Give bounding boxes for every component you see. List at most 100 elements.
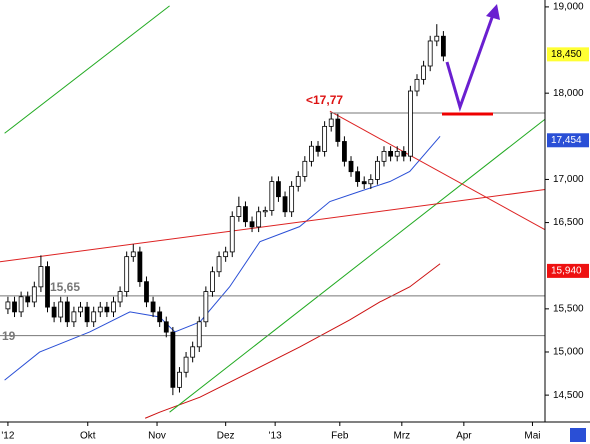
price-label-box <box>547 263 589 278</box>
price-label-box <box>547 47 589 62</box>
candle-body <box>58 301 64 318</box>
candle-body <box>414 78 420 92</box>
x-tick-label: Okt <box>80 431 96 442</box>
candle-body <box>25 296 31 303</box>
y-tick-label: 19,000 <box>553 2 584 13</box>
x-tick-label: Nov <box>148 431 166 442</box>
candle-body <box>111 301 116 313</box>
candle-body <box>269 181 275 211</box>
candle-body <box>150 301 156 313</box>
candle-body <box>335 118 341 142</box>
overlay-line <box>0 189 546 263</box>
candle-body <box>203 291 209 323</box>
candle-body <box>137 251 143 283</box>
candle-body <box>210 271 215 292</box>
x-tick-label: '12 <box>1 431 14 442</box>
overlay-line <box>169 118 546 413</box>
candle-body <box>157 311 163 323</box>
candle-body <box>256 211 262 228</box>
candle-body <box>190 346 196 358</box>
y-tick-label: 16,500 <box>553 217 584 228</box>
candle-body <box>328 118 334 127</box>
candle-body <box>381 151 387 162</box>
x-tick-label: Mai <box>524 431 540 442</box>
candle-body <box>124 256 130 292</box>
annotation: 15,65 <box>50 280 80 294</box>
candle-body <box>427 40 433 67</box>
candle-body <box>196 321 202 348</box>
candle-body <box>163 321 169 333</box>
arrow-path <box>445 11 496 112</box>
annotation: <17,77 <box>306 93 343 107</box>
price-label-box <box>547 133 589 148</box>
candle-body <box>302 160 308 177</box>
candle-body <box>322 125 328 152</box>
candle-body <box>276 181 281 198</box>
x-tick-label: Mrz <box>393 431 410 442</box>
candle-body <box>144 281 149 303</box>
candle-body <box>91 311 97 323</box>
candle-body <box>51 306 57 318</box>
candle-body <box>130 251 136 258</box>
overlay-line <box>144 263 441 419</box>
forecast-arrow <box>442 4 500 116</box>
arrow-head <box>486 4 500 20</box>
candle-body <box>97 306 103 313</box>
candle-body <box>243 206 248 223</box>
candle-body <box>84 306 90 323</box>
x-tick-label: Feb <box>331 431 349 442</box>
candle-body <box>12 301 17 313</box>
candle-body <box>434 35 440 42</box>
y-tick-label: 17,000 <box>553 174 584 185</box>
candle-body <box>216 256 222 273</box>
candle-body <box>355 171 361 182</box>
candle-body <box>117 291 123 303</box>
candle-body <box>104 306 110 313</box>
overlay-line <box>4 5 170 134</box>
candle-body <box>229 216 235 253</box>
price-label: 15,940 <box>551 266 582 277</box>
price-label: 18,450 <box>551 49 582 60</box>
candle-body <box>177 371 182 388</box>
plot-area <box>0 5 546 419</box>
candle-body <box>309 145 314 162</box>
candle-body <box>262 210 268 213</box>
x-tick-label: '13 <box>269 431 282 442</box>
candle-body <box>315 145 321 152</box>
corner-icon <box>570 428 586 442</box>
candle-body <box>388 151 394 157</box>
candle-body <box>361 181 367 185</box>
candle-body <box>5 301 11 310</box>
candle-body <box>295 176 301 187</box>
y-tick-label: 18,000 <box>553 88 584 99</box>
candle-body <box>348 160 354 173</box>
overlay-line <box>329 110 546 231</box>
candle-body <box>71 311 77 323</box>
candle-body <box>440 35 446 57</box>
y-tick-label: 15,000 <box>553 347 584 358</box>
candle-body <box>375 160 380 180</box>
candle-body <box>170 331 176 388</box>
y-tick-label: 14,500 <box>553 390 584 401</box>
candle-body <box>421 65 426 80</box>
x-tick-label: Apr <box>456 431 472 442</box>
candle-body <box>223 251 229 258</box>
candle-body <box>342 141 347 162</box>
annotation: 19 <box>2 329 16 343</box>
candle-body <box>407 90 413 157</box>
candle-body <box>368 179 374 185</box>
candle-body <box>401 151 407 157</box>
candle-body <box>18 296 24 313</box>
overlay-line <box>4 135 441 381</box>
candle-body <box>31 286 37 303</box>
candle-body <box>183 356 189 373</box>
candle-body <box>289 185 295 213</box>
candle-body <box>64 301 70 323</box>
candle-body <box>78 306 83 313</box>
candle-body <box>38 266 44 288</box>
candle-body <box>249 221 255 228</box>
x-tick-label: Dez <box>217 431 235 442</box>
price-label: 17,454 <box>551 135 582 146</box>
